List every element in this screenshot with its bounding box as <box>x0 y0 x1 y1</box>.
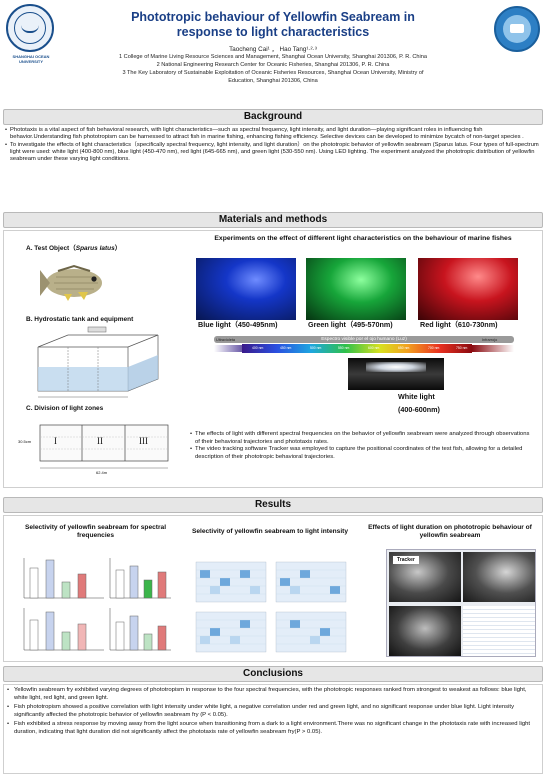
white-light-label: White light <box>398 392 435 401</box>
conclusion-bullet: Fish exhibited a stress response by movi… <box>6 721 540 736</box>
ultraviolet-label: Ultravioleta <box>216 338 235 342</box>
affiliation-3-cont: Education, Shanghai 201306, China <box>228 78 318 84</box>
background-bullet: To investigate the effects of light char… <box>5 142 540 164</box>
materials-left-column: A. Test Object（Sparus latus） B. Hydrosta… <box>8 237 178 487</box>
results-intensity-column: Selectivity of yellowfin seabream to lig… <box>186 516 354 659</box>
conclusion-bullet: Yellowfin seabream fry exhibited varying… <box>6 687 540 702</box>
results-duration-column: Effects of light duration on phototropic… <box>360 516 540 659</box>
spectrum-tick: 750 nm <box>456 346 468 350</box>
results-duration-title: Effects of light duration on phototropic… <box>368 524 532 540</box>
zone-width-label: 62.4m <box>96 470 108 475</box>
spectral-chart-bottom <box>23 608 171 651</box>
light-zones-diagram: I II III 30.5cm 62.4m <box>18 419 176 477</box>
spectrum-tick: 400 nm <box>252 346 264 350</box>
experiments-title: Experiments on the effect of different l… <box>214 235 512 242</box>
tracker-screenshots: Tracker <box>386 549 536 657</box>
poster-title: Phototropic behaviour of Yellowfin Seabr… <box>131 10 415 39</box>
spectral-bar-charts <box>23 558 171 651</box>
results-spectral-title: Selectivity of yellowfin seabream for sp… <box>24 524 167 540</box>
zone-1-label: I <box>54 436 57 446</box>
materials-bullets: The effects of light with different spec… <box>190 431 535 461</box>
conclusion-bullet: Fish phototropism showed a positive corr… <box>6 704 540 719</box>
affiliation-2: 2 National Engineering Research Center f… <box>156 62 390 68</box>
intensity-heatmaps <box>195 561 347 653</box>
background-text: Phototaxis is a vital aspect of fish beh… <box>5 127 540 163</box>
materials-bullet: The effects of light with different spec… <box>190 431 535 446</box>
authors: Taocheng Cai¹ ， Hao Tang¹·²·³ <box>229 46 317 53</box>
green-light-photo <box>306 258 406 320</box>
blue-light-label: Blue light（450-495nm) <box>198 320 278 329</box>
university-logo-text: SHANGHAI OCEAN UNIVERSITY <box>12 54 50 64</box>
poster-header: SHANGHAI OCEAN UNIVERSITY Phototropic be… <box>0 0 546 100</box>
zone-2-label: II <box>97 436 103 446</box>
red-light-label: Red light（610-730nm) <box>420 320 498 329</box>
tracker-frame-2 <box>463 552 535 602</box>
tank-diagram <box>37 326 159 398</box>
visible-spectrum-bar: Espectro visible por el ojo humano (Luz)… <box>214 336 514 354</box>
college-logo <box>494 6 540 52</box>
conclusions-text: Yellowfin seabream fry exhibited varying… <box>6 687 540 738</box>
university-logo <box>6 4 54 52</box>
spectrum-tick: 700 nm <box>428 346 440 350</box>
spectrum-tick: 450 nm <box>280 346 292 350</box>
light-zones-label: C. Division of light zones <box>26 405 104 412</box>
spectrum-tick: 550 nm <box>338 346 350 350</box>
conclusions-heading: Conclusions <box>3 666 543 682</box>
green-light-label: Green light（495-570nm) <box>308 320 393 329</box>
infrared-label: Infrarrojo <box>482 338 498 342</box>
results-heading: Results <box>3 497 543 513</box>
white-light-range: (400-600nm) <box>398 405 440 414</box>
tracker-label: Tracker <box>393 556 419 564</box>
spectrum-tick: 500 nm <box>310 346 322 350</box>
zone-3-label: III <box>139 436 148 446</box>
blue-light-photo <box>196 258 296 320</box>
results-intensity-title: Selectivity of yellowfin seabream to lig… <box>191 528 349 535</box>
zone-height-label: 30.5cm <box>18 439 32 444</box>
affiliation-3: 3 The Key Laboratory of Sustainable Expl… <box>122 70 424 76</box>
spectrum-tick: 650 nm <box>398 346 410 350</box>
tank-label: B. Hydrostatic tank and equipment <box>26 316 134 323</box>
tracker-data-table <box>463 606 535 656</box>
white-light-glow <box>366 362 426 372</box>
materials-heading: Materials and methods <box>3 212 543 228</box>
materials-bullet: The video tracking software Tracker was … <box>190 446 535 461</box>
spectrum-title: Espectro visible por el ojo humano (Luz) <box>321 337 407 342</box>
spectrum-tick: 600 nm <box>368 346 380 350</box>
test-object-label: A. Test Object（Sparus latus） <box>26 245 122 252</box>
background-bullet: Phototaxis is a vital aspect of fish beh… <box>5 127 540 142</box>
tracker-frame-3 <box>389 606 461 656</box>
red-light-photo <box>418 258 518 320</box>
spectral-chart-top <box>23 558 171 599</box>
materials-right-column: Experiments on the effect of different l… <box>188 232 538 487</box>
affiliation-1: 1 College of Marine Living Resource Scie… <box>119 54 427 60</box>
background-heading: Background <box>3 109 543 125</box>
results-spectral-column: Selectivity of yellowfin seabream for sp… <box>8 516 183 659</box>
fish-photo <box>40 264 102 301</box>
